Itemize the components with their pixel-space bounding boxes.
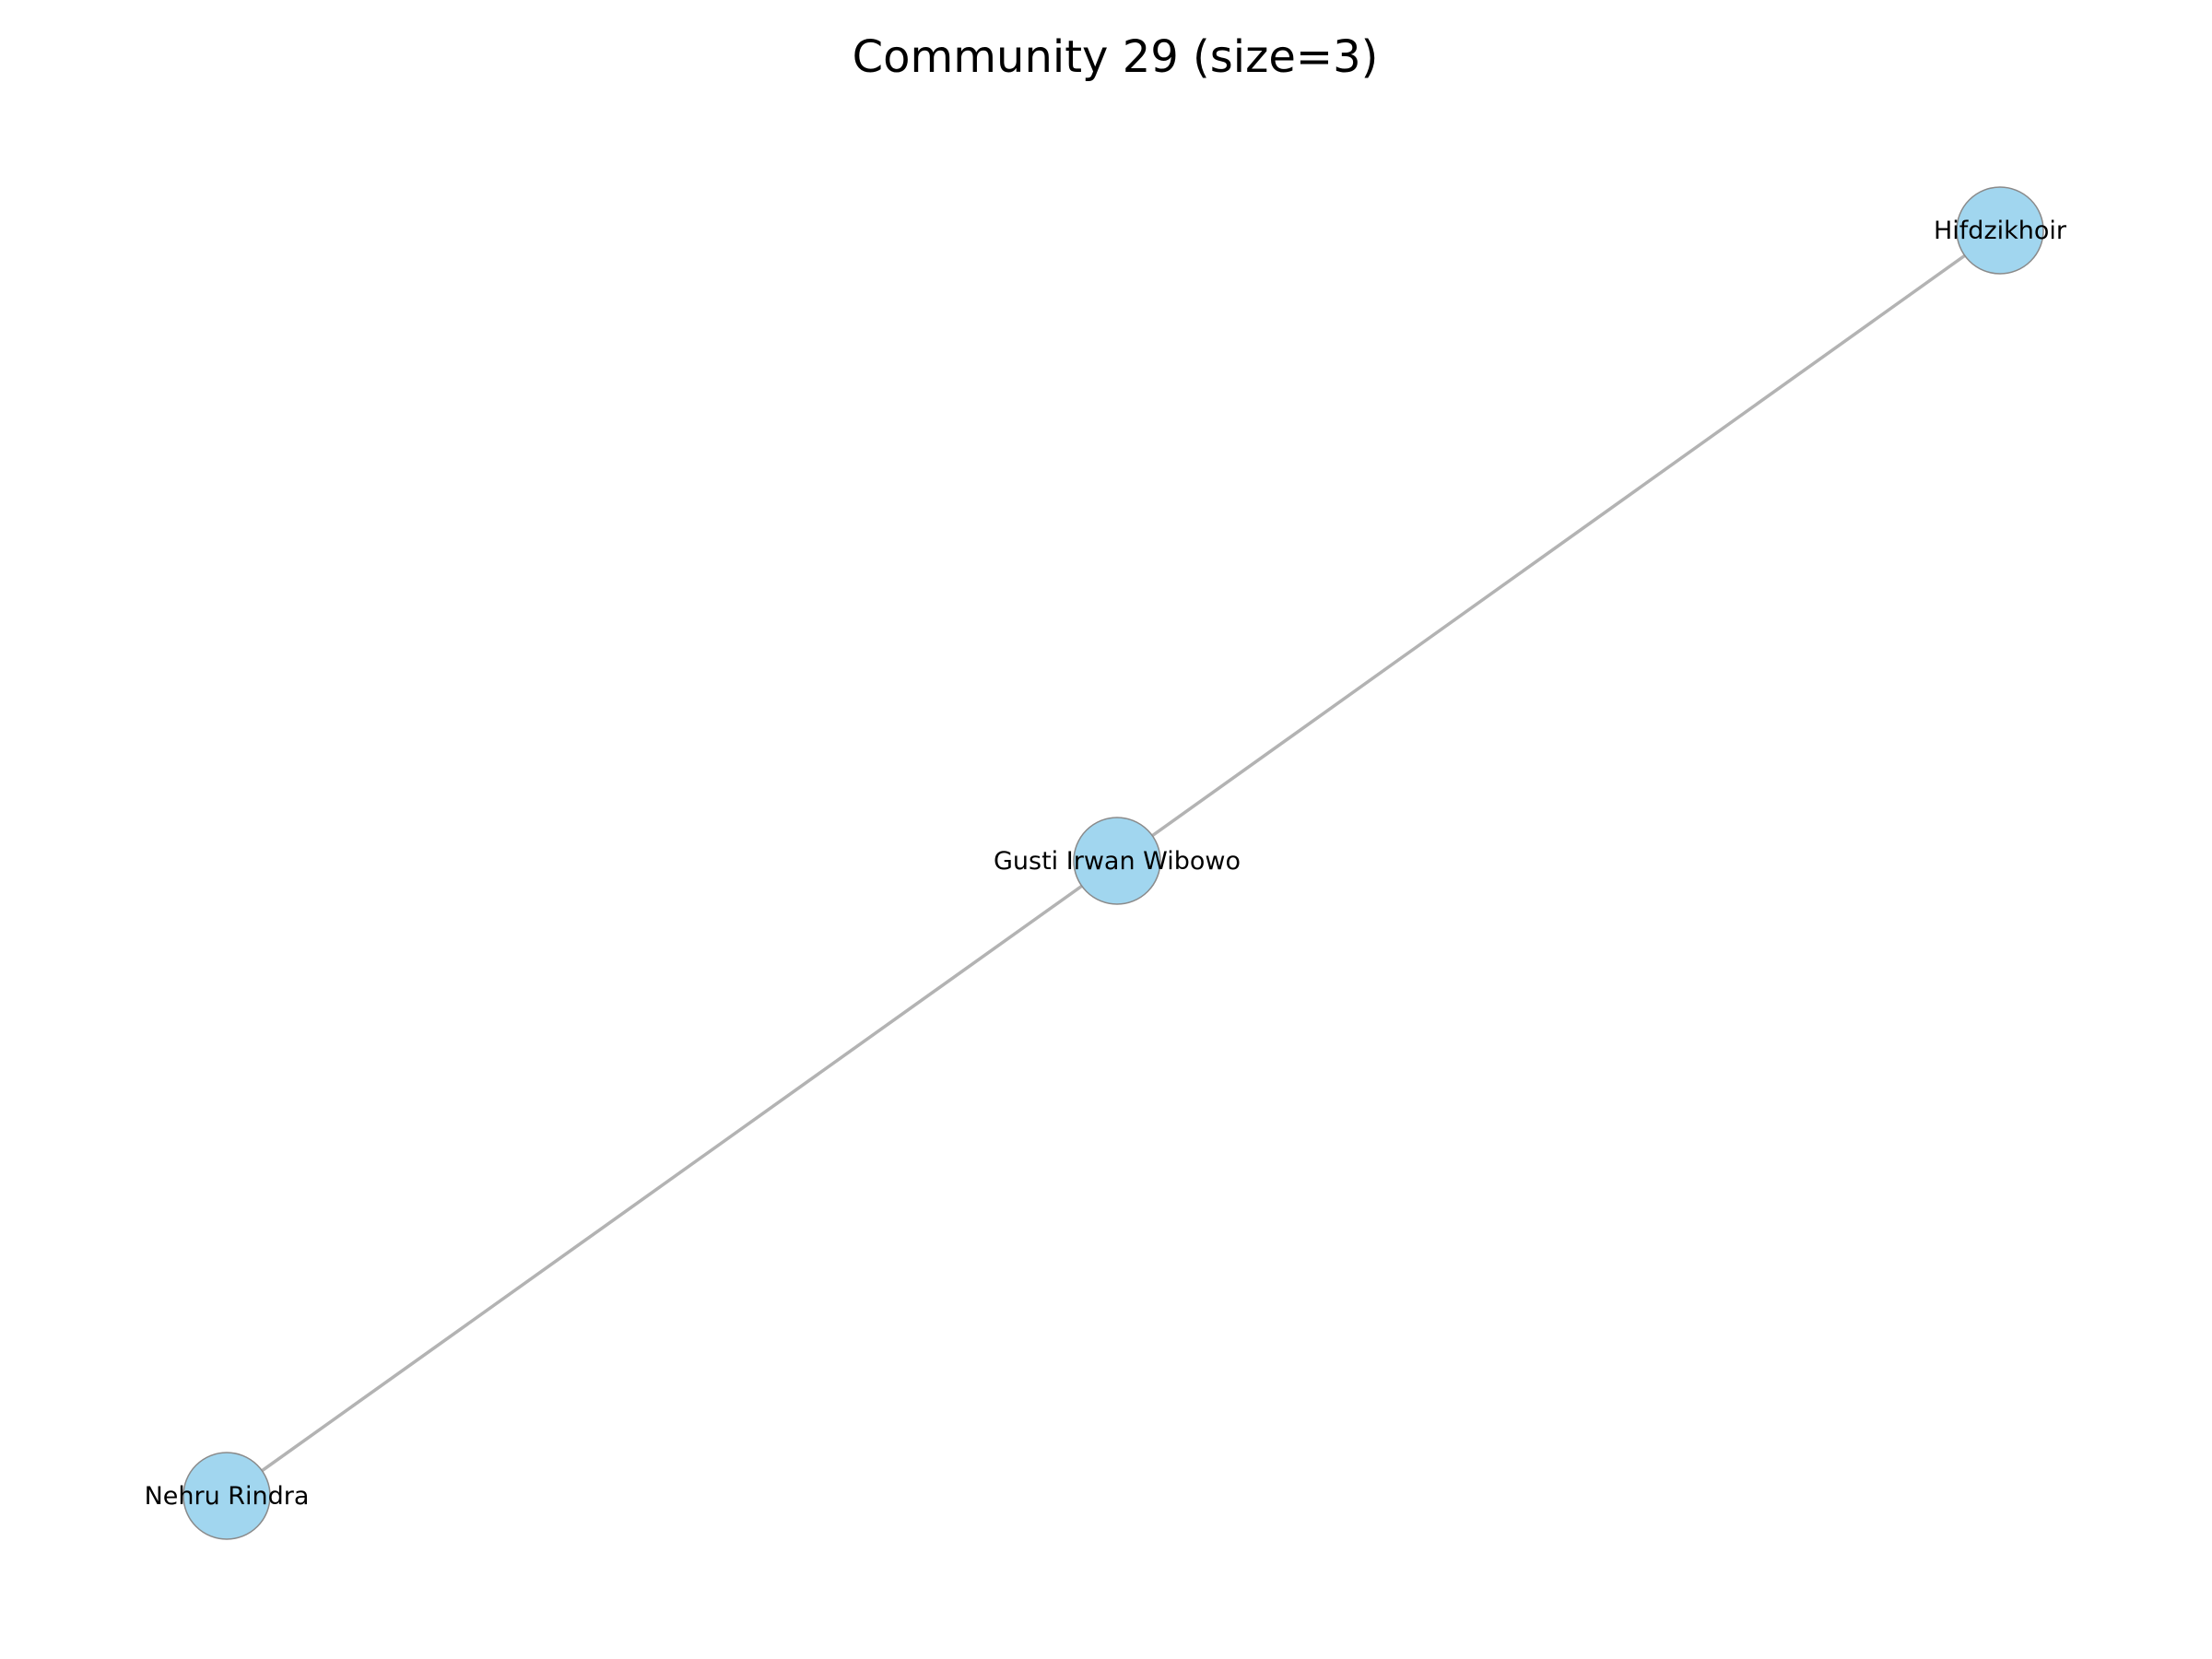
node-label-hifdzikhoir: Hifdzikhoir (1934, 217, 2067, 245)
edges-layer (225, 229, 2002, 1498)
node-label-gusti: Gusti Irwan Wibowo (994, 847, 1241, 876)
nodes-layer (182, 186, 2044, 1540)
labels-layer: Hifdzikhoir Gusti Irwan Wibowo Nehru Rindr… (145, 217, 2067, 1511)
diagram-title: Community 29 (size=3) (853, 31, 1379, 83)
node-hifdzikhoir (1956, 186, 2044, 275)
node-gusti (1073, 817, 1161, 905)
node-nehru (182, 1452, 271, 1540)
edge-gusti-nehru (225, 859, 1119, 1498)
node-label-nehru: Nehru Rindra (145, 1482, 310, 1511)
edge-hifdzikhoir-gusti (1115, 229, 2002, 863)
